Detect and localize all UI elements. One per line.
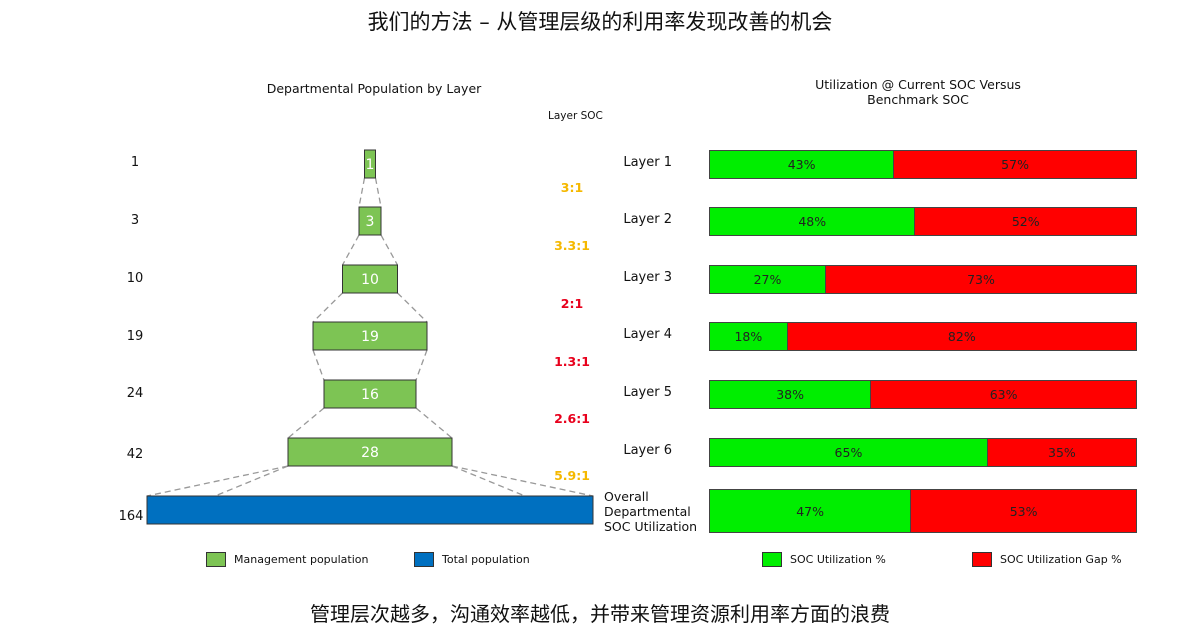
layer-soc-ratio: 3:1 <box>560 180 584 195</box>
total-population-bar <box>146 495 594 525</box>
pyramid-connector <box>415 407 453 439</box>
utilization-segment: 38% <box>710 381 871 408</box>
overall-label-line: SOC Utilization <box>604 519 698 534</box>
total-count-label: 164 <box>118 509 144 524</box>
management-value-label: 16 <box>361 387 379 403</box>
page-title: 我们的方法 – 从管理层级的利用率发现改善的机会 <box>367 10 833 34</box>
management-population-bar <box>342 264 398 294</box>
management-population-bar <box>358 206 382 236</box>
utilization-gap-segment: 35% <box>986 439 1136 466</box>
utilization-segment: 27% <box>710 266 826 293</box>
legend-utilization: SOC Utilization % <box>762 552 886 567</box>
utilization-title-line2: Benchmark SOC <box>867 92 969 107</box>
pyramid-connector <box>358 177 366 208</box>
population-chart-title: Departmental Population by Layer <box>266 81 482 96</box>
utilization-bar-row: 47% 53% <box>709 489 1137 533</box>
layer-soc-ratio: 2.6:1 <box>554 411 590 426</box>
layer-label: Layer 4 <box>623 327 672 342</box>
pyramid-connector <box>287 407 325 439</box>
legend-swatch-management <box>206 552 226 567</box>
utilization-gap-segment: 63% <box>870 381 1136 408</box>
utilization-bar-row: 38% 63% <box>709 380 1137 409</box>
overall-label-line: Departmental <box>604 504 691 519</box>
page-footer: 管理层次越多，沟通效率越低，并带来管理资源利用率方面的浪费 <box>310 602 890 626</box>
total-count-label: 3 <box>130 213 140 228</box>
layer-soc-ratio: 1.3:1 <box>554 354 590 369</box>
pyramid-connector <box>312 292 343 323</box>
utilization-gap-segment: 53% <box>910 490 1136 532</box>
total-count-label: 10 <box>126 271 144 286</box>
management-population-bar <box>312 321 428 351</box>
layer-label: Layer 1 <box>623 155 672 170</box>
utilization-segment: 48% <box>710 208 915 235</box>
utilization-segment: 65% <box>710 439 987 466</box>
legend-label: Management population <box>234 553 369 566</box>
utilization-bar-row: 65% 35% <box>709 438 1137 467</box>
utilization-bar-row: 48% 52% <box>709 207 1137 236</box>
total-count-label: 19 <box>126 329 144 344</box>
overall-label-line: Overall <box>604 489 649 504</box>
pyramid-connector <box>415 349 428 381</box>
utilization-bar-row: 18% 82% <box>709 322 1137 351</box>
pyramid-connector <box>146 465 289 525</box>
management-population-bar <box>287 437 453 467</box>
utilization-segment: 18% <box>710 323 787 350</box>
layer-label: Layer 5 <box>623 385 672 400</box>
utilization-bar-row: 43% 57% <box>709 150 1137 179</box>
legend-label: SOC Utilization Gap % <box>1000 553 1122 566</box>
population-pyramid: 1 3 10 19 16 28 <box>146 149 594 525</box>
pyramid-connector <box>341 234 360 266</box>
pyramid-connector <box>374 177 382 208</box>
utilization-title-line1: Utilization @ Current SOC Versus <box>815 77 1021 92</box>
management-value-label: 1 <box>366 157 375 173</box>
total-count-label: 42 <box>126 447 144 462</box>
layer-label: Layer 6 <box>623 443 672 458</box>
layer-soc-ratio: 5.9:1 <box>554 468 590 483</box>
legend-swatch-utilization <box>762 552 782 567</box>
pyramid-connector <box>451 465 594 497</box>
layer-label: Layer 2 <box>623 212 672 227</box>
legend-total: Total population <box>414 552 530 567</box>
total-count-label: 24 <box>126 386 144 401</box>
legend-management: Management population <box>206 552 369 567</box>
utilization-bar-row: 27% 73% <box>709 265 1137 294</box>
layer-soc-ratio: 3.3:1 <box>554 238 590 253</box>
legend-swatch-gap <box>972 552 992 567</box>
management-value-label: 28 <box>361 445 379 461</box>
layer-soc-ratio: 2:1 <box>560 296 584 311</box>
pyramid-connector <box>397 292 428 323</box>
utilization-gap-segment: 52% <box>914 208 1136 235</box>
layer-label: Layer 3 <box>623 270 672 285</box>
pyramid-connector <box>146 465 289 497</box>
legend-gap: SOC Utilization Gap % <box>972 552 1122 567</box>
utilization-gap-segment: 82% <box>786 323 1136 350</box>
pyramid-connector <box>451 465 594 525</box>
management-value-label: 19 <box>361 329 379 345</box>
management-population-bar <box>323 379 417 409</box>
total-count-label: 1 <box>130 155 140 170</box>
management-value-label: 10 <box>361 272 379 288</box>
legend-swatch-total <box>414 552 434 567</box>
layer-soc-header: Layer SOC <box>548 110 603 122</box>
management-value-label: 3 <box>366 214 375 230</box>
utilization-gap-segment: 73% <box>825 266 1136 293</box>
utilization-gap-segment: 57% <box>893 151 1136 178</box>
legend-label: Total population <box>442 553 530 566</box>
pyramid-connector <box>312 349 325 381</box>
management-population-bar <box>364 149 376 179</box>
pyramid-connector <box>380 234 399 266</box>
utilization-segment: 43% <box>710 151 894 178</box>
utilization-segment: 47% <box>710 490 911 532</box>
overall-label: Overall Departmental SOC Utilization <box>604 489 697 534</box>
legend-label: SOC Utilization % <box>790 553 886 566</box>
utilization-chart-title: Utilization @ Current SOC Versus Benchma… <box>768 77 1068 107</box>
